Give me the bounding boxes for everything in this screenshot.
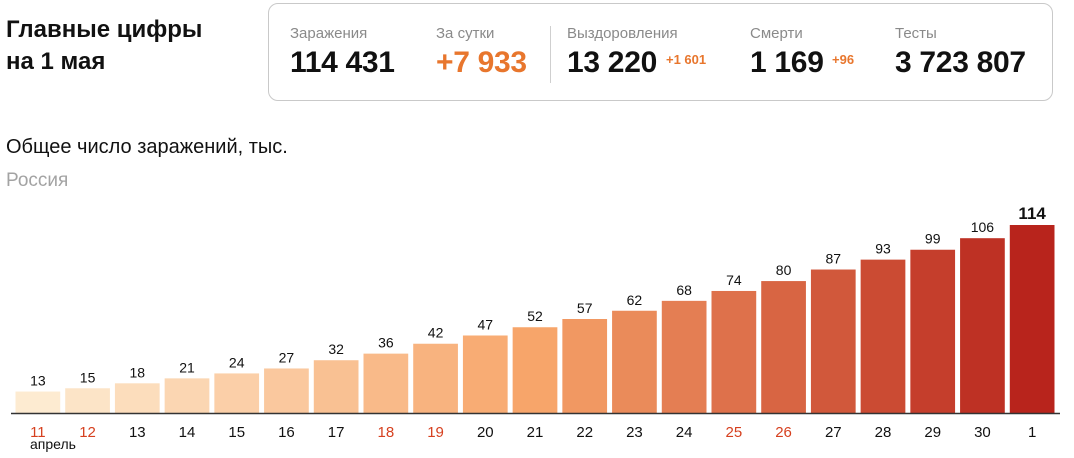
bar-value-label: 36 xyxy=(378,335,394,351)
x-tick-label: 1 xyxy=(1028,424,1036,441)
headline-line-2: на 1 мая xyxy=(6,48,106,75)
bar-value-label: 68 xyxy=(676,282,692,298)
bar-value-label: 27 xyxy=(279,349,295,365)
x-tick-label: 13 xyxy=(129,424,146,441)
chart-subtitle: Россия xyxy=(6,170,69,191)
x-tick-label: 12 xyxy=(79,424,96,441)
bar-value-label: 87 xyxy=(825,251,841,267)
bar-value-label: 15 xyxy=(80,369,96,385)
bar xyxy=(313,360,359,413)
stat-recovered-delta: +1 601 xyxy=(666,52,707,67)
x-tick-label: 14 xyxy=(179,424,196,441)
bar xyxy=(413,343,458,413)
bar xyxy=(1009,225,1055,413)
bar-value-label: 47 xyxy=(477,316,493,332)
x-tick-label: 11 xyxy=(30,424,46,441)
bar xyxy=(960,238,1005,413)
x-tick-label: 26 xyxy=(775,424,792,441)
bar xyxy=(512,327,558,413)
bar-value-label: 21 xyxy=(179,359,195,375)
stat-recovered-value: 13 220 xyxy=(567,46,657,79)
bar xyxy=(114,383,160,413)
bar xyxy=(462,335,508,413)
bar xyxy=(810,269,856,413)
x-tick-label: 30 xyxy=(974,424,991,441)
bar xyxy=(164,378,210,413)
bar xyxy=(910,249,956,413)
bar-value-label: 52 xyxy=(527,308,543,324)
bar xyxy=(562,319,608,413)
x-tick-label: 20 xyxy=(477,424,494,441)
bar-value-label: 24 xyxy=(229,354,245,370)
x-tick-label: 15 xyxy=(228,424,245,441)
stat-tests-label: Тесты xyxy=(895,25,937,42)
bar-value-label: 80 xyxy=(776,262,792,278)
bar-value-label: 18 xyxy=(129,364,145,380)
bar-value-label: 62 xyxy=(627,292,643,308)
stat-recovered-label: Выздоровления xyxy=(567,25,678,42)
bar-value-label: 32 xyxy=(328,341,344,357)
bar-value-label: 57 xyxy=(577,300,593,316)
bar-value-label: 114 xyxy=(1018,204,1046,223)
stat-tests-value: 3 723 807 xyxy=(895,46,1026,79)
stat-daily-label: За сутки xyxy=(436,25,495,42)
x-tick-label: 21 xyxy=(527,424,544,441)
x-tick-label: 27 xyxy=(825,424,842,441)
x-tick-label: 18 xyxy=(378,424,395,441)
bar-value-label: 106 xyxy=(971,219,995,235)
bar xyxy=(860,259,906,413)
x-tick-label: 29 xyxy=(924,424,941,441)
stat-deaths-label: Смерти xyxy=(750,25,803,42)
x-tick-label: 22 xyxy=(576,424,593,441)
bar xyxy=(214,373,260,413)
x-tick-label: 16 xyxy=(278,424,295,441)
headline: Главные цифры на 1 мая xyxy=(6,14,202,78)
bar-value-label: 93 xyxy=(875,241,891,257)
x-tick-label: 19 xyxy=(427,424,444,441)
bar-value-label: 74 xyxy=(726,272,742,288)
key-figures-panel: Заражения 114 431 За сутки +7 933 Выздор… xyxy=(268,3,1053,101)
stats-divider xyxy=(550,26,551,83)
x-tick-label: 17 xyxy=(328,424,345,441)
bar xyxy=(264,368,309,413)
stat-deaths-delta: +96 xyxy=(832,52,855,67)
headline-line-1: Главные цифры xyxy=(6,16,203,43)
bar xyxy=(612,310,657,413)
bar xyxy=(363,353,409,413)
bar xyxy=(661,300,707,413)
stat-daily-value: +7 933 xyxy=(436,46,527,79)
stat-deaths-value: 1 169 xyxy=(750,46,824,79)
bar xyxy=(711,290,757,413)
month-label: апрель xyxy=(30,436,76,452)
bar-value-label: 13 xyxy=(30,373,46,389)
bar xyxy=(761,281,806,413)
x-tick-label: 25 xyxy=(726,424,743,441)
bar xyxy=(65,388,110,413)
stat-cases-value: 114 431 xyxy=(290,46,395,79)
bar xyxy=(15,391,61,413)
x-tick-label: 24 xyxy=(676,424,693,441)
x-tick-label: 23 xyxy=(626,424,643,441)
x-tick-label: 28 xyxy=(875,424,892,441)
stat-cases-label: Заражения xyxy=(290,25,368,42)
bar-value-label: 99 xyxy=(925,231,941,247)
chart-title: Общее число заражений, тыс. xyxy=(6,136,288,158)
bar-value-label: 42 xyxy=(428,325,444,341)
